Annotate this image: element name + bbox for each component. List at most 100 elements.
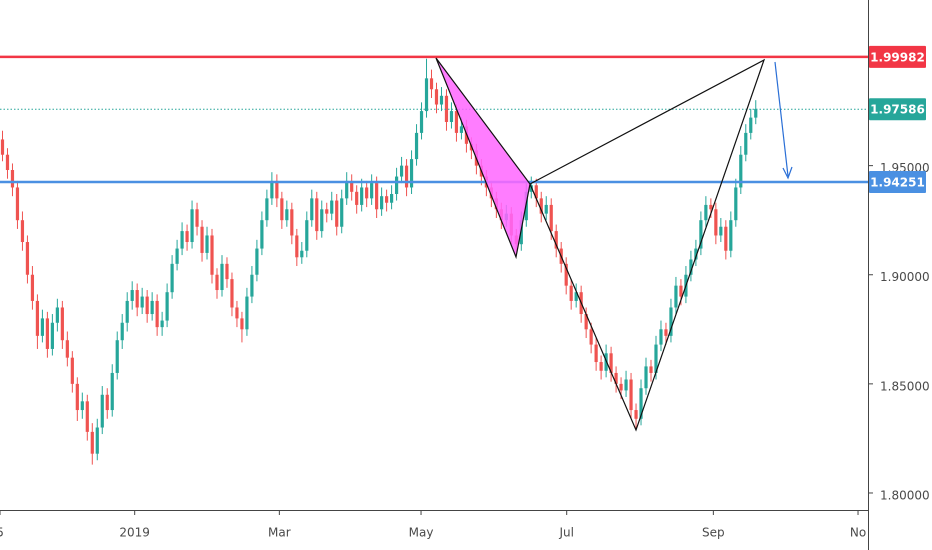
candle-body	[285, 209, 289, 221]
candle-body	[659, 329, 663, 345]
candle-body	[564, 263, 568, 286]
candle-body	[205, 235, 209, 253]
candle-body	[544, 204, 548, 214]
candle-body	[245, 296, 249, 330]
candle-body	[375, 183, 379, 210]
candle-body	[739, 154, 743, 188]
candle-body	[320, 209, 324, 232]
candle-body	[624, 379, 628, 391]
candle-body	[250, 274, 254, 297]
candle-body	[355, 191, 359, 205]
candle-body	[709, 204, 713, 210]
candle-body	[215, 274, 219, 291]
candle-body	[125, 300, 129, 323]
candle-body	[5, 154, 10, 170]
candle-body	[434, 89, 439, 105]
candle-body	[20, 220, 25, 243]
candle-body	[85, 401, 89, 432]
x-tick-label: No	[850, 526, 866, 540]
candle-body	[554, 231, 558, 249]
candle-body	[115, 340, 119, 373]
candle-body	[664, 329, 668, 336]
x-tick-label: Jul	[558, 526, 573, 540]
candle-body	[669, 307, 673, 336]
candle-body	[639, 388, 643, 419]
price-tag-label: 1.99982	[870, 50, 925, 64]
x-tick-label: May	[409, 526, 434, 540]
candle-body	[330, 200, 334, 214]
arrow-head	[782, 166, 793, 180]
candle-body	[629, 379, 633, 411]
candle-body	[175, 248, 179, 264]
candle-body	[280, 198, 284, 221]
candle-body	[674, 285, 678, 308]
price-tag-label: 1.97586	[870, 103, 925, 117]
candle-body	[190, 209, 194, 243]
candle-body	[584, 314, 588, 330]
candle-body	[694, 248, 698, 260]
candle-body	[220, 263, 224, 291]
time-axis: 5 2019 Mar May Jul Sep No	[0, 510, 866, 540]
candle-body	[634, 410, 638, 419]
candle-body	[165, 292, 169, 321]
candle-body	[305, 220, 309, 251]
candle-body	[90, 431, 94, 454]
candle-body	[749, 117, 753, 133]
candle-body	[270, 180, 274, 199]
candle-body	[265, 198, 269, 221]
candle-body	[75, 383, 79, 411]
candle-body	[414, 132, 419, 160]
candle-body	[729, 220, 733, 251]
candle-body	[260, 220, 264, 249]
candle-body	[609, 353, 613, 373]
candle-body	[419, 111, 424, 133]
price-tag-label: 1.94251	[870, 175, 925, 189]
candle-body	[599, 362, 603, 371]
candle-body	[0, 139, 5, 155]
candle-body	[195, 209, 199, 227]
candle-body	[360, 187, 364, 205]
candle-body	[105, 394, 109, 411]
candle-body	[439, 95, 444, 105]
candle-body	[399, 165, 404, 177]
candle-body	[459, 126, 464, 133]
candle-body	[170, 263, 174, 293]
price-tag-box	[869, 98, 926, 121]
candle-body	[300, 250, 304, 258]
candle-body	[724, 226, 728, 251]
candle-body	[714, 209, 718, 236]
x-tick-label: 5	[0, 526, 4, 540]
candle-body	[45, 318, 49, 349]
candle-body	[210, 235, 214, 275]
candle-body	[290, 209, 294, 236]
pattern-lines	[529, 58, 766, 432]
candle-body	[534, 185, 538, 199]
candle-body	[380, 196, 384, 210]
candle-body	[370, 183, 374, 199]
candle-body	[394, 176, 399, 195]
candle-body	[699, 220, 703, 249]
candle-body	[389, 194, 394, 203]
price-tags: 1.99982 1.97586 1.94251	[869, 45, 926, 193]
candle-body	[449, 111, 454, 122]
candle-body	[569, 285, 573, 301]
candle-body	[385, 196, 389, 203]
candle-body	[404, 165, 409, 188]
candle-body	[65, 340, 69, 358]
candle-body	[744, 132, 748, 155]
candle-body	[734, 187, 738, 221]
candle-body	[335, 200, 339, 227]
candle-body	[275, 180, 279, 199]
candle-body	[235, 307, 239, 319]
candle-body	[25, 242, 30, 275]
candle-body	[155, 300, 159, 328]
candle-body	[95, 427, 99, 454]
y-tick-label: 1.80000	[880, 488, 930, 502]
candle-body	[60, 307, 64, 341]
candle-body	[55, 307, 59, 323]
candle-body	[295, 235, 299, 258]
candle-body	[30, 274, 35, 301]
x-tick-label: Sep	[702, 526, 725, 540]
